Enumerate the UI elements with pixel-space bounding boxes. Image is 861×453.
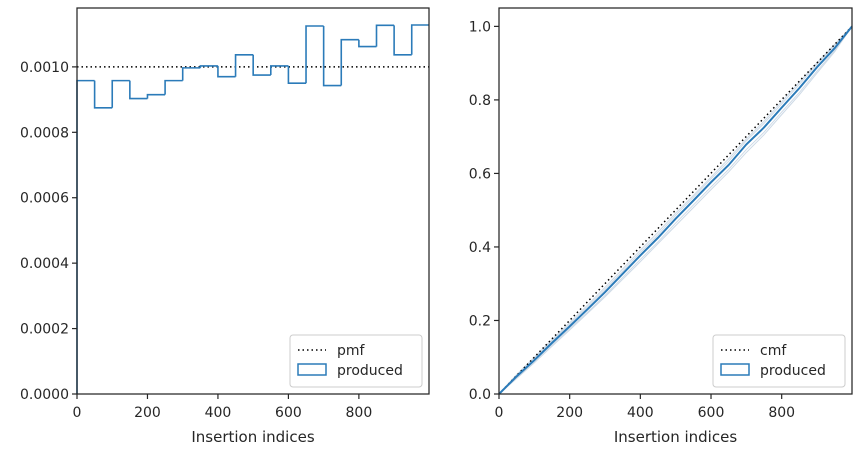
histogram-bin-step xyxy=(93,80,113,109)
legend-produced-swatch xyxy=(720,363,750,376)
cmf-line-panel: 0 200 400 600 800 0.0 0.2 0.4 0.6 0.8 1.0 Insertio… xyxy=(469,7,853,446)
histogram-bin-step xyxy=(146,93,166,99)
y-tick-label: 0.0008 xyxy=(20,125,69,141)
produced-series-line xyxy=(498,25,853,395)
histogram-bin-step xyxy=(269,65,289,76)
legend-produced-swatch xyxy=(297,363,327,376)
histogram-bin-step xyxy=(393,25,412,56)
histogram-bin-step xyxy=(76,79,95,394)
x-tick-label: 800 xyxy=(768,405,795,421)
legend-produced-label: produced xyxy=(760,363,826,379)
y-tick-label: 0.4 xyxy=(469,240,491,256)
x-tick-label: 600 xyxy=(275,405,302,421)
histogram-bin-step xyxy=(164,79,183,95)
histogram-bin-step xyxy=(111,79,130,108)
histogram-bin-step xyxy=(410,24,429,55)
histogram-bin-step xyxy=(305,25,324,84)
x-tick-label: 400 xyxy=(627,405,654,421)
x-tick-label: 400 xyxy=(205,405,232,421)
x-tick-label: 800 xyxy=(346,405,373,421)
histogram-bin-step xyxy=(252,54,271,76)
y-tick-label: 1.0 xyxy=(469,19,491,35)
y-tick-label: 0.0006 xyxy=(20,191,69,207)
legend-produced-label: produced xyxy=(337,363,403,379)
plot-layer xyxy=(498,25,853,395)
x-tick-label: 200 xyxy=(134,405,161,421)
legend: pmf produced xyxy=(289,334,423,388)
axes-frame xyxy=(498,7,853,395)
histogram-bin-step xyxy=(199,65,218,68)
background-trace xyxy=(498,26,853,395)
x-tick-label: 0 xyxy=(73,405,82,421)
histogram-bin-step xyxy=(234,53,254,77)
y-tick-label: 0.0 xyxy=(469,387,491,403)
histogram-bin-step xyxy=(340,38,359,86)
y-tick-label: 0.8 xyxy=(469,93,491,109)
y-tick-label: 0.0002 xyxy=(20,322,69,338)
background-trace xyxy=(498,26,853,395)
histogram-bin-step xyxy=(287,65,307,85)
histogram-bin-step xyxy=(181,67,201,81)
x-axis-label: Insertion indices xyxy=(191,428,314,446)
y-tick-label: 0.0004 xyxy=(20,256,69,272)
histogram-bin-step xyxy=(129,80,148,100)
x-axis-label: Insertion indices xyxy=(614,428,737,446)
histogram-bin-step xyxy=(375,24,395,47)
histogram-bin-step xyxy=(322,25,342,87)
y-tick-label: 0.2 xyxy=(469,313,491,329)
pmf-histogram-panel: 0 200 400 600 800 0.0000 0.0002 0.0004 0.0006 0.0… xyxy=(20,7,430,446)
ticks-layer: 0 200 400 600 800 0.0000 0.0002 0.0004 0.0006 0.0… xyxy=(20,60,372,421)
y-tick-label: 0.0010 xyxy=(20,60,69,76)
x-tick-label: 0 xyxy=(495,405,504,421)
y-tick-label: 0.0000 xyxy=(20,387,69,403)
legend-box xyxy=(712,334,846,388)
ticks-layer: 0 200 400 600 800 0.0 0.2 0.4 0.6 0.8 1.0 xyxy=(469,19,795,421)
legend-box xyxy=(289,334,423,388)
x-tick-label: 600 xyxy=(698,405,725,421)
background-trace xyxy=(498,26,853,395)
legend-cmf-label: cmf xyxy=(760,343,787,359)
legend: cmf produced xyxy=(712,334,846,388)
axes-frame xyxy=(76,7,430,395)
histogram-bin-step xyxy=(358,39,377,48)
legend-pmf-label: pmf xyxy=(337,343,366,359)
x-tick-label: 200 xyxy=(556,405,583,421)
background-trace xyxy=(498,26,853,395)
histogram-bin-step xyxy=(217,65,236,78)
y-tick-label: 0.6 xyxy=(469,166,491,182)
